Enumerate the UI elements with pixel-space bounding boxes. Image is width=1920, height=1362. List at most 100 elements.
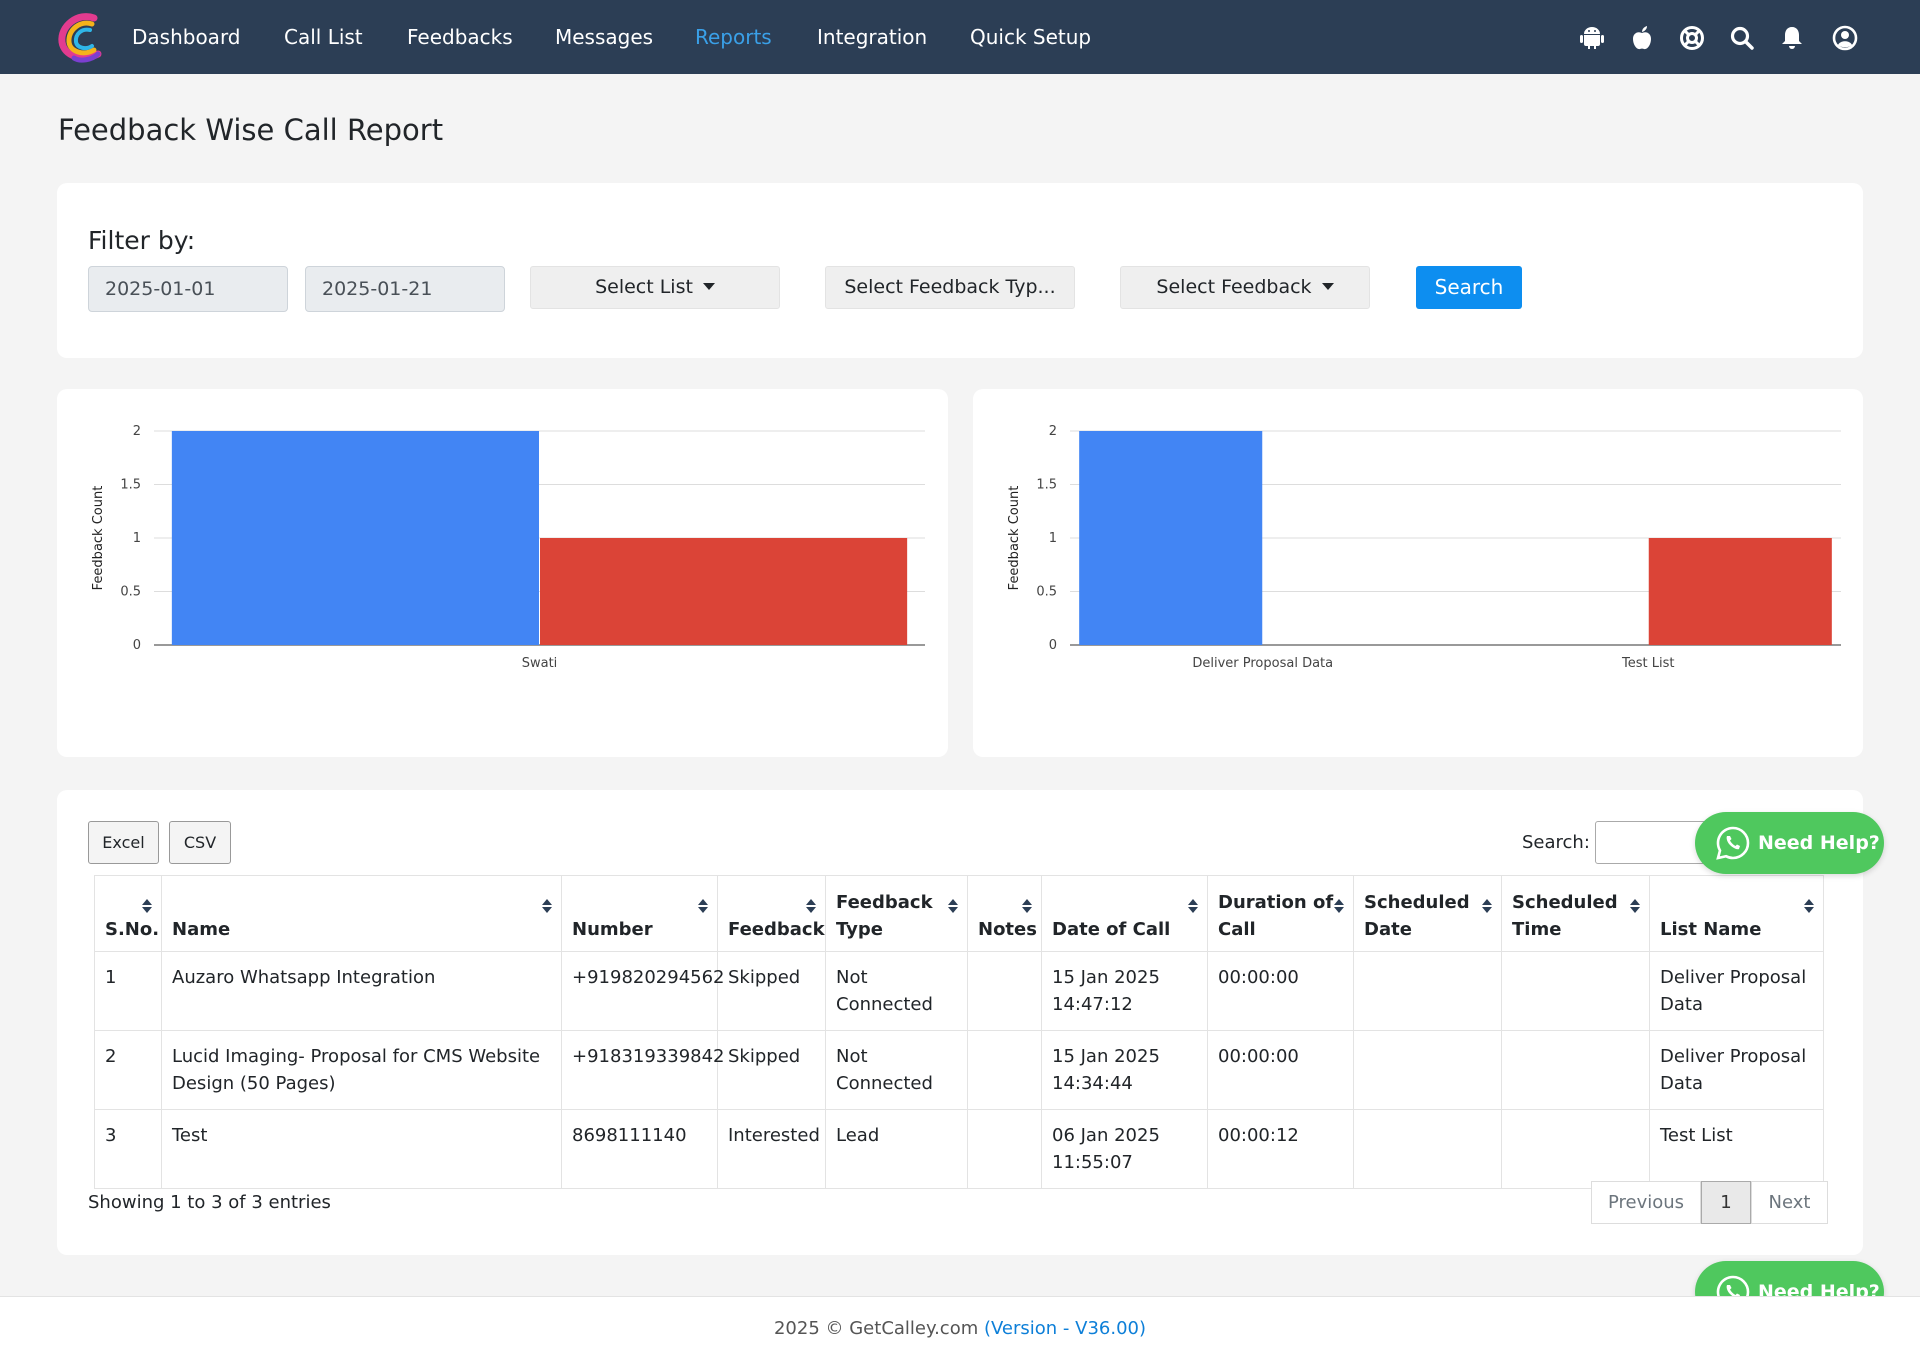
search-icon[interactable] xyxy=(1729,25,1755,51)
nav-reports[interactable]: Reports xyxy=(695,25,772,49)
pagination-page-1[interactable]: 1 xyxy=(1701,1181,1751,1224)
table-search-input[interactable] xyxy=(1595,821,1711,864)
table-cell: Not Connected xyxy=(825,1030,968,1110)
y-tick-label: 1.5 xyxy=(120,478,141,493)
column-header[interactable]: Duration of Call xyxy=(1207,875,1354,952)
table-cell xyxy=(1353,951,1502,1031)
table-cell xyxy=(967,1030,1042,1110)
table-row: 1 Auzaro Whatsapp Integration +91982029456… xyxy=(94,951,1824,1031)
nav-integration[interactable]: Integration xyxy=(817,25,928,49)
sort-icon[interactable] xyxy=(1333,898,1345,914)
column-header-label: Scheduled Time xyxy=(1512,892,1618,940)
csv-export-button[interactable]: CSV xyxy=(169,821,231,864)
column-header-label: Notes xyxy=(978,919,1037,940)
feedback-count-by-list-chart: 0 0.5 1 1.5 2 Feedback Count Deliver Proposal … xyxy=(1007,424,1841,671)
table-cell: 1 xyxy=(94,951,162,1031)
table-cell: Not Connected xyxy=(825,951,968,1031)
nav-feedbacks[interactable]: Feedbacks xyxy=(407,25,513,49)
sort-icon[interactable] xyxy=(805,898,817,914)
column-header[interactable]: Scheduled Date xyxy=(1353,875,1502,952)
table-cell: 3 xyxy=(94,1109,162,1189)
y-axis-title: Feedback Count xyxy=(1007,486,1022,591)
need-help-label: Need Help? xyxy=(1758,832,1880,854)
bar[interactable] xyxy=(540,538,908,645)
column-header[interactable]: Date of Call xyxy=(1041,875,1208,952)
need-help-button[interactable]: Need Help? xyxy=(1695,812,1884,874)
footer-version-link[interactable]: (Version - V36.00) xyxy=(983,1318,1147,1339)
nav-call-list[interactable]: Call List xyxy=(284,25,363,49)
search-button[interactable]: Search xyxy=(1416,266,1522,309)
bar[interactable] xyxy=(1648,538,1832,645)
nav-messages[interactable]: Messages xyxy=(555,25,654,49)
feedback-call-table: S.No. Name Number Feedback Feedback Type Note… xyxy=(94,875,1824,1189)
table-cell: 15 Jan 2025 14:34:44 xyxy=(1041,1030,1208,1110)
column-header[interactable]: Scheduled Time xyxy=(1501,875,1650,952)
whatsapp-icon xyxy=(1716,826,1750,860)
bar[interactable] xyxy=(171,431,539,645)
footer-copyright: 2025 © GetCalley.com xyxy=(773,1318,979,1339)
table-cell: Interested xyxy=(717,1109,826,1189)
column-header-label: List Name xyxy=(1660,919,1762,940)
select-feedback-label: Select Feedback xyxy=(1156,276,1312,298)
column-header[interactable]: Feedback xyxy=(717,875,826,952)
column-header[interactable]: Number xyxy=(561,875,718,952)
table-cell: Lead xyxy=(825,1109,968,1189)
sort-icon[interactable] xyxy=(947,898,959,914)
end-date-input[interactable]: 2025-01-21 xyxy=(305,266,505,312)
sort-icon[interactable] xyxy=(1021,898,1033,914)
column-header-label: Number xyxy=(572,919,653,940)
bell-icon[interactable] xyxy=(1779,25,1805,51)
user-account-icon[interactable] xyxy=(1832,25,1858,51)
excel-export-button[interactable]: Excel xyxy=(88,821,159,864)
table-cell: 00:00:12 xyxy=(1207,1109,1354,1189)
start-date-input[interactable]: 2025-01-01 xyxy=(88,266,288,312)
table-cell xyxy=(1501,1030,1650,1110)
sort-icon[interactable] xyxy=(1803,898,1815,914)
entries-info: Showing 1 to 3 of 3 entries xyxy=(88,1192,331,1213)
select-list-dropdown[interactable]: Select List xyxy=(530,266,780,309)
column-header[interactable]: S.No. xyxy=(94,875,162,952)
table-cell: 06 Jan 2025 11:55:07 xyxy=(1041,1109,1208,1189)
select-feedback-type-label: Select Feedback Typ... xyxy=(844,276,1056,298)
table-cell xyxy=(1353,1109,1502,1189)
pagination-previous[interactable]: Previous xyxy=(1591,1181,1701,1224)
pagination-next[interactable]: Next xyxy=(1751,1181,1828,1224)
y-tick-label: 1 xyxy=(1049,531,1057,546)
nav-quick-setup[interactable]: Quick Setup xyxy=(970,25,1092,49)
column-header-label: Scheduled Date xyxy=(1364,892,1470,940)
select-feedback-dropdown[interactable]: Select Feedback xyxy=(1120,266,1370,309)
table-cell: Auzaro Whatsapp Integration xyxy=(161,951,562,1031)
table-cell: Test List xyxy=(1649,1109,1824,1189)
getcalley-logo-icon[interactable] xyxy=(54,10,108,64)
table-cell: 00:00:00 xyxy=(1207,1030,1354,1110)
column-header[interactable]: Notes xyxy=(967,875,1042,952)
table-row: 3 Test 8698111140 Interested Lead 06 Jan 2025… xyxy=(94,1109,1824,1189)
column-header[interactable]: List Name xyxy=(1649,875,1824,952)
nav-dashboard[interactable]: Dashboard xyxy=(132,25,241,49)
table-cell: +918319339842 xyxy=(561,1030,725,1110)
y-tick-label: 0.5 xyxy=(1036,585,1057,600)
sort-icon[interactable] xyxy=(1187,898,1199,914)
sort-icon[interactable] xyxy=(141,898,153,914)
sort-icon[interactable] xyxy=(1481,898,1493,914)
table-cell: Lucid Imaging- Proposal for CMS Website … xyxy=(161,1030,562,1110)
sort-icon[interactable] xyxy=(1629,898,1641,914)
table-cell: +919820294562 xyxy=(561,951,725,1031)
column-header[interactable]: Name xyxy=(161,875,562,952)
table-cell: 2 xyxy=(94,1030,162,1110)
column-header[interactable]: Feedback Type xyxy=(825,875,968,952)
x-category-label: Deliver Proposal Data xyxy=(1192,656,1333,671)
y-tick-label: 2 xyxy=(1049,424,1057,439)
sort-icon[interactable] xyxy=(541,898,553,914)
report-table-card: Excel CSV Search: S.No. Name Number Feedbac… xyxy=(57,790,1863,1255)
footer: 2025 © GetCalley.com (Version - V36.00) xyxy=(0,1296,1920,1362)
table-cell: 8698111140 xyxy=(561,1109,718,1189)
bar[interactable] xyxy=(1079,431,1263,645)
sort-icon[interactable] xyxy=(697,898,709,914)
table-cell xyxy=(1353,1030,1502,1110)
select-feedback-type-dropdown[interactable]: Select Feedback Typ... xyxy=(825,266,1075,309)
android-icon[interactable] xyxy=(1579,25,1605,51)
apple-icon[interactable] xyxy=(1629,25,1655,51)
help-lifebuoy-icon[interactable] xyxy=(1679,25,1705,51)
top-navbar: Dashboard Call List Feedbacks Messages R… xyxy=(0,0,1920,74)
